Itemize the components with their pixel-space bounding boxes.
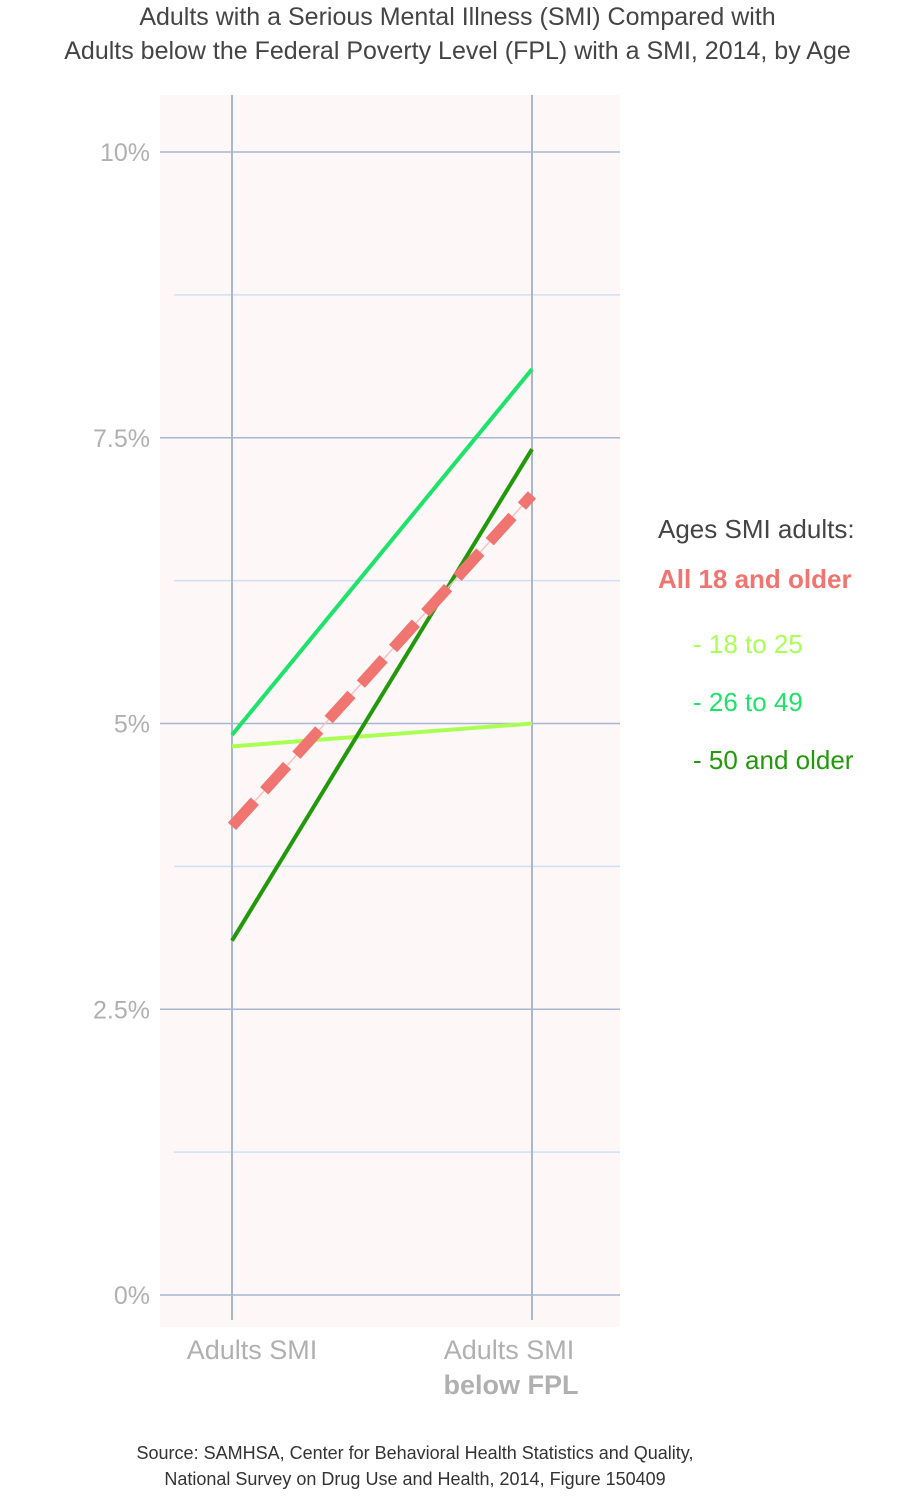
series-line-18-to-25 <box>231 721 533 749</box>
plot-area <box>160 95 620 1327</box>
legend-item: - 50 and older <box>693 745 854 775</box>
y-tick-label: 10% <box>100 139 150 167</box>
series-line-26-to-49 <box>230 367 534 737</box>
y-tick-label: 5% <box>114 711 150 739</box>
line-chart: 0% 2.5% 5% 7.5% 10% Adults SMI Adults SMI below… <box>93 95 855 1400</box>
legend-heading: Ages SMI adults: <box>658 514 855 544</box>
legend-item: - 26 to 49 <box>693 687 803 717</box>
y-tick-label: 2.5% <box>93 996 150 1024</box>
chart-title-line-2: Adults below the Federal Poverty Level (… <box>64 37 851 65</box>
chart-title-line-1: Adults with a Serious Mental Illness (SM… <box>139 3 776 31</box>
x-category-label: Adults SMI <box>187 1335 318 1365</box>
chart-title: Adults with a Serious Mental Illness (SM… <box>0 0 915 68</box>
source-note: Source: SAMHSA, Center for Behavioral He… <box>0 1440 830 1492</box>
legend-item: All 18 and older <box>658 564 852 594</box>
x-category-label-line-2: below FPL <box>444 1370 579 1400</box>
series-line-50-and-older <box>230 448 534 942</box>
source-line-2: National Survey on Drug Use and Health, … <box>164 1469 666 1489</box>
legend-item: - 18 to 25 <box>693 629 803 659</box>
x-category-label: Adults SMI <box>444 1335 575 1365</box>
series-line-all-18-and-older <box>227 491 537 831</box>
source-line-1: Source: SAMHSA, Center for Behavioral He… <box>136 1443 694 1463</box>
y-tick-label: 0% <box>114 1282 150 1310</box>
y-tick-label: 7.5% <box>93 425 150 453</box>
